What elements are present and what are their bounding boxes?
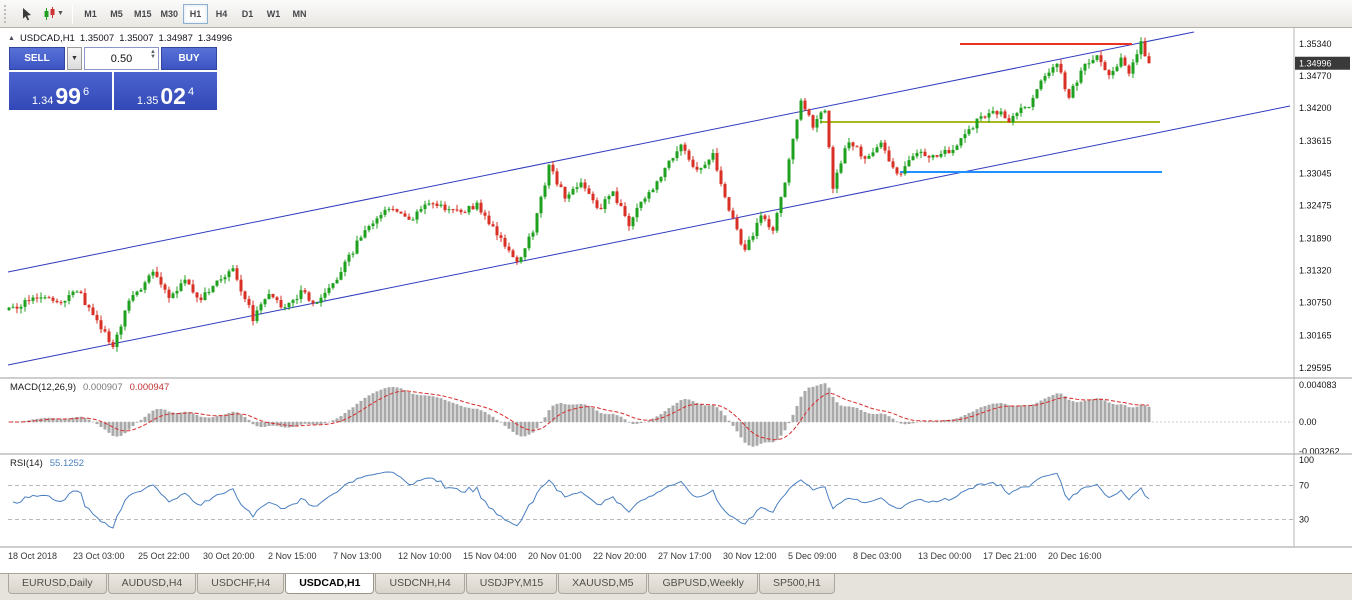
chart-symbol-period: USDCAD,H1 [19,33,75,44]
svg-text:17 Dec 21:00: 17 Dec 21:00 [983,551,1037,561]
volume-up-icon[interactable]: ▲ [150,49,156,55]
buy-price-pip: 4 [187,86,195,98]
timeframe-button-m5[interactable]: M5 [104,4,129,24]
svg-text:23 Oct 03:00: 23 Oct 03:00 [73,551,125,561]
chart-tab-eurusd-daily[interactable]: EURUSD,Daily [8,574,107,594]
chart-tab-xauusd-m5[interactable]: XAUUSD,M5 [558,574,648,594]
macd-name: MACD(12,26,9) [10,382,76,393]
svg-text:70: 70 [1299,481,1309,491]
ohlc-close: 1.34996 [197,33,233,44]
svg-text:8 Dec 03:00: 8 Dec 03:00 [853,551,902,561]
toolbar-grip[interactable] [4,4,9,23]
svg-text:1.29595: 1.29595 [1299,363,1332,373]
macd-signal-value: 0.000947 [129,382,170,393]
volume-value: 0.50 [110,52,133,65]
cursor-icon [22,7,31,20]
svg-text:1.30165: 1.30165 [1299,331,1332,341]
chart-header: ▲ USDCAD,H1 1.35007 1.35007 1.34987 1.34… [8,33,232,44]
macd-main-value: 0.000907 [83,382,123,393]
timeframe-button-h1[interactable]: H1 [183,3,209,24]
svg-text:2 Nov 15:00: 2 Nov 15:00 [268,551,317,561]
price-chart[interactable]: 1.35340 1.34770 1.34200 1.33615 1.33045 1.324… [0,28,1352,573]
chart-tab-usdcad-h1[interactable]: USDCAD,H1 [285,574,375,594]
chart-tab-gbpusd-weekly[interactable]: GBPUSD,Weekly [648,574,758,594]
timeframe-button-d1[interactable]: D1 [235,4,260,24]
svg-text:18 Oct 2018: 18 Oct 2018 [8,551,57,561]
volume-dropdown-button[interactable]: ▼ [67,47,82,70]
svg-text:13 Dec 00:00: 13 Dec 00:00 [918,551,972,561]
timeframe-button-w1[interactable]: W1 [261,4,286,24]
volume-stepper[interactable]: ▲ ▼ [150,49,156,61]
buy-price-big: 02 [160,83,186,109]
volume-input[interactable]: 0.50 ▲ ▼ [84,47,159,70]
svg-text:7 Nov 13:00: 7 Nov 13:00 [333,551,382,561]
timeframe-button-m1[interactable]: M1 [78,4,103,24]
ohlc-low: 1.34987 [158,33,193,44]
chart-tab-usdcnh-h4[interactable]: USDCNH,H4 [375,574,465,594]
svg-text:27 Nov 17:00: 27 Nov 17:00 [658,551,712,561]
rsi-value: 55.1252 [49,458,85,469]
toolbar: ▼ M1 M5 M15 M30 H1 H4 D1 W1 MN [0,0,1352,28]
svg-text:5 Dec 09:00: 5 Dec 09:00 [788,551,837,561]
rsi-name: RSI(14) [10,458,43,469]
chart-tab-sp500-h1[interactable]: SP500,H1 [758,574,835,594]
sell-button[interactable]: SELL [9,47,65,70]
timeframe-button-m15[interactable]: M15 [130,4,156,24]
svg-text:15 Nov 04:00: 15 Nov 04:00 [463,551,517,561]
volume-down-icon[interactable]: ▼ [150,54,156,61]
svg-text:1.34770: 1.34770 [1299,71,1332,81]
svg-text:20 Nov 01:00: 20 Nov 01:00 [528,551,582,561]
cursor-tool-button[interactable] [13,3,40,25]
candlestick-chart-icon [44,6,55,20]
buy-price-display[interactable]: 1.35 02 4 [114,72,217,110]
ohlc-high: 1.35007 [119,33,154,44]
chart-tabs-bar: EURUSD,Daily AUDUSD,H4 USDCHF,H4 USDCAD,H1 U… [0,573,1352,600]
svg-text:30 Oct 20:00: 30 Oct 20:00 [203,551,255,561]
chart-tab-usdchf-h4[interactable]: USDCHF,H4 [197,574,285,594]
sell-price-big: 99 [55,83,81,109]
one-click-collapse-icon[interactable]: ▲ [8,35,15,42]
svg-text:30: 30 [1299,515,1309,525]
svg-text:1.35340: 1.35340 [1299,39,1332,49]
svg-text:1.32475: 1.32475 [1299,200,1332,210]
svg-text:100: 100 [1299,455,1314,465]
sell-price-small: 1.34 [31,95,54,107]
svg-text:0.004083: 0.004083 [1299,380,1337,390]
svg-text:20 Dec 16:00: 20 Dec 16:00 [1048,551,1102,561]
svg-text:1.34200: 1.34200 [1299,103,1332,113]
svg-text:1.31890: 1.31890 [1299,233,1332,243]
svg-text:0.00: 0.00 [1299,417,1317,427]
chart-tab-audusd-h4[interactable]: AUDUSD,H4 [107,574,197,594]
svg-text:1.34996: 1.34996 [1299,59,1332,69]
chart-type-button[interactable]: ▼ [40,3,67,25]
buy-price-small: 1.35 [136,95,159,107]
chevron-down-icon: ▼ [57,10,64,17]
svg-text:30 Nov 12:00: 30 Nov 12:00 [723,551,777,561]
timeframe-button-m30[interactable]: M30 [157,4,183,24]
svg-text:1.33615: 1.33615 [1299,136,1332,146]
svg-text:1.31320: 1.31320 [1299,266,1332,276]
buy-button[interactable]: BUY [161,47,217,70]
timeframe-button-h4[interactable]: H4 [209,4,234,24]
toolbar-separator [72,3,73,24]
timeframe-button-mn[interactable]: MN [287,4,312,24]
sell-price-pip: 6 [82,86,90,98]
rsi-indicator-label: RSI(14) 55.1252 [10,458,84,469]
svg-text:1.30750: 1.30750 [1299,298,1332,308]
chart-window: 1.35340 1.34770 1.34200 1.33615 1.33045 1.324… [0,28,1352,573]
svg-text:-0.003262: -0.003262 [1299,447,1340,457]
svg-text:1.33045: 1.33045 [1299,168,1332,178]
one-click-trading-panel: SELL ▼ 0.50 ▲ ▼ BUY 1.34 99 6 1.35 02 4 [9,47,217,110]
macd-indicator-label: MACD(12,26,9) 0.000907 0.000947 [10,382,169,393]
svg-text:25 Oct 22:00: 25 Oct 22:00 [138,551,190,561]
svg-text:22 Nov 20:00: 22 Nov 20:00 [593,551,647,561]
sell-price-display[interactable]: 1.34 99 6 [9,72,112,110]
chevron-down-icon: ▼ [71,55,78,62]
chart-tab-usdjpy-m15[interactable]: USDJPY,M15 [465,574,558,594]
timeframe-toolbar: M1 M5 M15 M30 H1 H4 D1 W1 MN [78,3,312,24]
ohlc-open: 1.35007 [79,33,115,44]
svg-text:12 Nov 10:00: 12 Nov 10:00 [398,551,452,561]
